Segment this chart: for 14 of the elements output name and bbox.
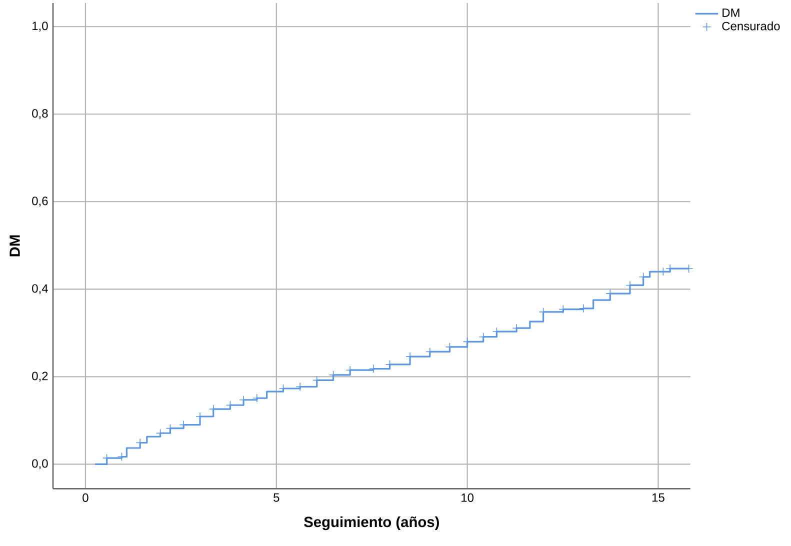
x-tick-label: 15 xyxy=(652,493,664,502)
y-tick-label: 0,0 xyxy=(32,459,48,470)
y-tick-label: 1,0 xyxy=(32,22,48,32)
x-tick-label: 10 xyxy=(462,493,474,502)
x-tick-label: 0 xyxy=(82,493,88,502)
x-axis-title: Seguimiento (años) xyxy=(304,516,439,530)
y-tick-label: 0,2 xyxy=(32,372,48,382)
legend-label: Censurado xyxy=(722,22,780,30)
y-tick-label: 0,4 xyxy=(32,284,48,294)
y-axis-title: DM xyxy=(10,235,20,256)
y-tick-label: 0,6 xyxy=(32,196,48,207)
y-tick-label: 0,8 xyxy=(32,109,48,120)
legend-label: DM xyxy=(722,8,740,17)
x-tick-label: 5 xyxy=(274,493,280,502)
